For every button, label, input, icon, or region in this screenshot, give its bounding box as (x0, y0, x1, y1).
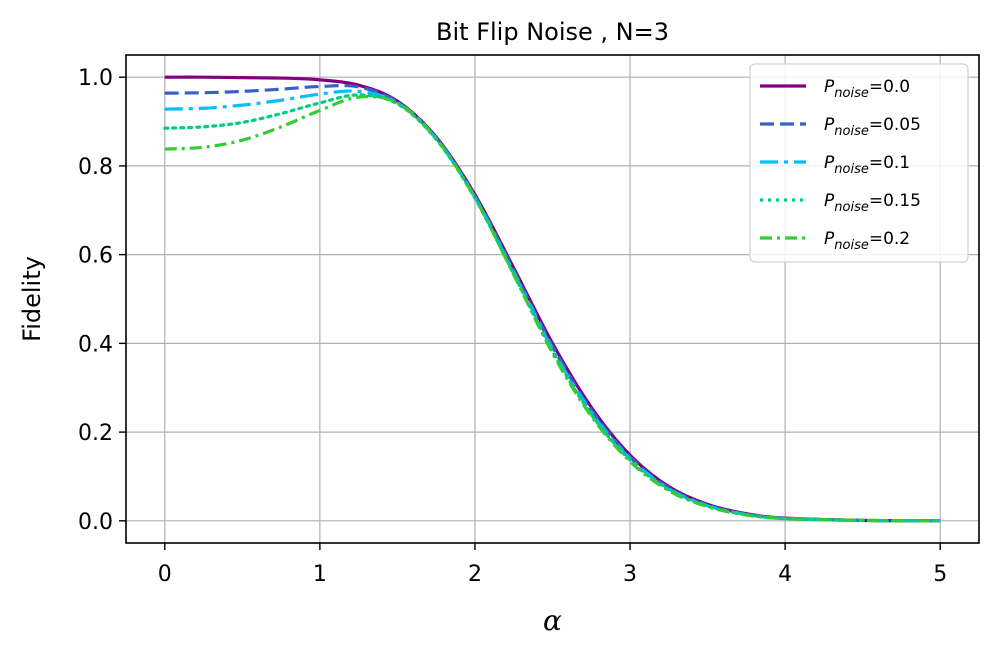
axis-ticks: 0 1 2 3 4 5 0.0 0.2 0.4 0.6 0.8 1.0 (78, 66, 947, 587)
legend-entry: Pnoise=0.15 (824, 191, 921, 215)
x-tick-label: 4 (778, 562, 792, 587)
legend-entry: Pnoise=0.0 (824, 77, 910, 101)
series-line-4 (164, 94, 941, 523)
x-tick-label: 0 (158, 562, 172, 587)
y-tick-label: 0.2 (78, 421, 113, 446)
y-tick-label: 0.6 (78, 244, 113, 269)
x-tick-label: 1 (313, 562, 327, 587)
y-tick-label: 0.4 (78, 332, 113, 357)
x-axis-label: α (543, 604, 562, 637)
plot-frame (125, 54, 980, 544)
series-lines (163, 75, 942, 523)
chart-title: Bit Flip Noise , N=3 (436, 18, 669, 46)
series-line-1 (164, 83, 941, 523)
x-tick-label: 2 (468, 562, 482, 587)
x-tick-label: 3 (623, 562, 637, 587)
legend-entry: Pnoise=0.1 (824, 153, 910, 177)
y-tick-label: 1.0 (78, 66, 113, 91)
legend-entry: Pnoise=0.05 (824, 115, 921, 139)
x-tick-label: 5 (933, 562, 947, 587)
legend-entry: Pnoise=0.2 (824, 229, 910, 253)
y-axis-label: Fidelity (18, 256, 46, 342)
legend: Pnoise=0.0 Pnoise=0.05 Pnoise=0.1 Pnoise=0.… (749, 63, 969, 263)
legend-box (749, 63, 969, 263)
y-tick-label: 0.8 (78, 155, 113, 180)
y-tick-label: 0.0 (78, 510, 113, 535)
